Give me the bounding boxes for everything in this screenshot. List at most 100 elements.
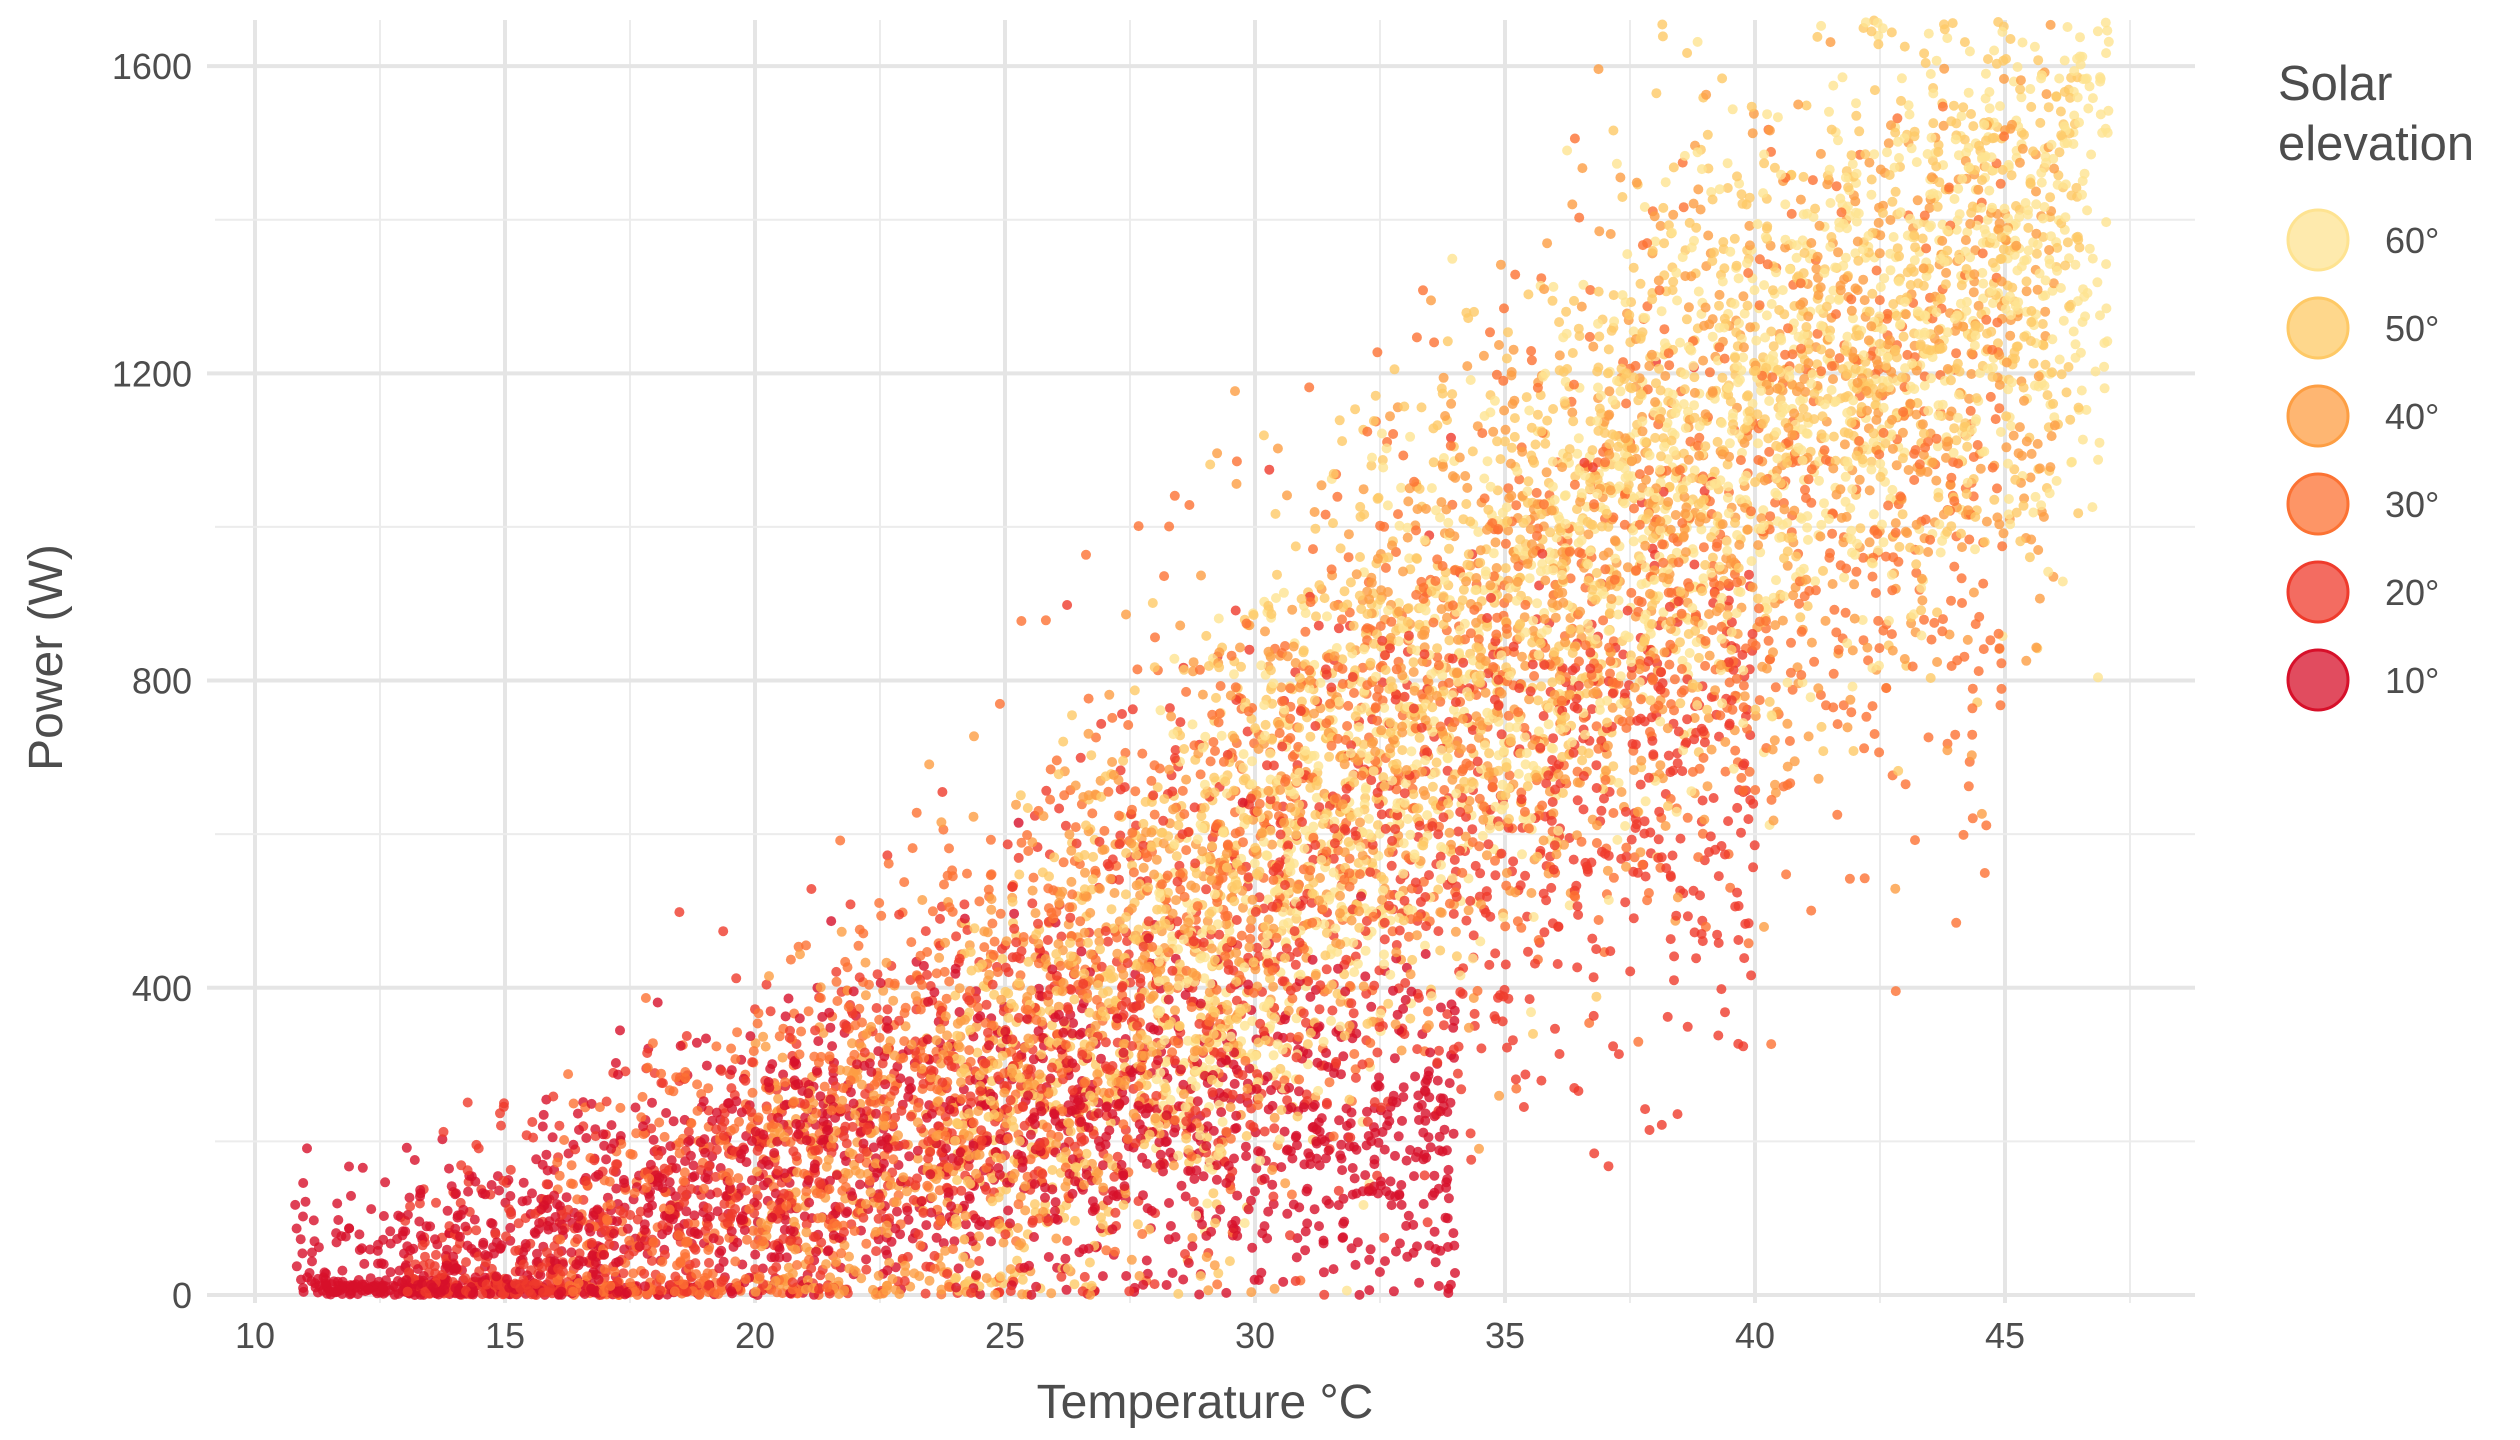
scatter-point	[1744, 569, 1754, 580]
scatter-point	[1600, 564, 1611, 575]
scatter-point	[1375, 1008, 1386, 1019]
scatter-point	[1541, 467, 1552, 478]
scatter-point	[1931, 475, 1942, 486]
scatter-point	[1746, 970, 1757, 981]
scatter-point	[505, 1191, 516, 1201]
scatter-point	[1635, 779, 1646, 790]
scatter-point	[1319, 1289, 1330, 1300]
scatter-point	[1053, 1131, 1064, 1142]
scatter-point	[1538, 711, 1549, 721]
scatter-point	[1763, 635, 1774, 646]
scatter-point	[1066, 876, 1077, 887]
scatter-point	[1608, 290, 1619, 301]
scatter-point	[1430, 1257, 1441, 1268]
scatter-point	[1776, 169, 1786, 180]
scatter-point	[1733, 901, 1744, 911]
scatter-point	[1423, 1006, 1433, 1017]
scatter-point	[1442, 1009, 1453, 1020]
scatter-point	[1995, 101, 2005, 112]
scatter-point	[1750, 785, 1761, 795]
scatter-point	[1892, 113, 1903, 124]
scatter-point	[783, 993, 794, 1004]
scatter-point	[873, 1213, 884, 1224]
scatter-point	[1937, 101, 1948, 112]
scatter-point	[1928, 88, 1939, 99]
scatter-point	[1373, 684, 1384, 695]
scatter-point	[659, 1131, 670, 1142]
scatter-point	[1747, 128, 1758, 139]
scatter-point	[1409, 1171, 1419, 1182]
scatter-point	[1760, 332, 1771, 343]
scatter-point	[1405, 1145, 1416, 1155]
scatter-point	[1065, 912, 1076, 923]
scatter-point	[1458, 657, 1469, 668]
scatter-point	[1396, 482, 1407, 493]
scatter-point	[1090, 865, 1101, 876]
scatter-point	[1189, 1174, 1200, 1184]
scatter-point	[291, 1261, 302, 1272]
scatter-point	[1365, 867, 1376, 877]
scatter-point	[1979, 868, 1990, 878]
scatter-point	[1707, 625, 1718, 636]
scatter-point	[1043, 1252, 1054, 1262]
scatter-point	[1919, 614, 1929, 625]
scatter-point	[974, 1256, 985, 1266]
scatter-point	[1051, 755, 1062, 766]
scatter-point	[1313, 1085, 1324, 1096]
scatter-point	[1477, 428, 1488, 439]
scatter-point	[1390, 1150, 1400, 1161]
scatter-point	[944, 976, 955, 987]
scatter-point	[1712, 436, 1723, 447]
scatter-point	[1976, 808, 1987, 819]
scatter-point	[1851, 566, 1862, 577]
scatter-point	[1653, 275, 1664, 286]
scatter-point	[1993, 17, 2004, 27]
scatter-point	[1314, 1160, 1325, 1171]
scatter-point	[1714, 289, 1725, 300]
scatter-point	[1864, 537, 1875, 548]
scatter-point	[1469, 1008, 1480, 1019]
scatter-point	[1573, 909, 1584, 920]
scatter-point	[1112, 1151, 1123, 1162]
scatter-point	[2061, 387, 2072, 398]
scatter-point	[1989, 45, 2000, 56]
scatter-point	[1700, 441, 1711, 452]
scatter-point	[1040, 615, 1051, 626]
scatter-point	[1691, 637, 1702, 648]
scatter-point	[414, 1216, 425, 1227]
scatter-point	[1339, 847, 1350, 858]
scatter-point	[1603, 344, 1614, 355]
scatter-point	[959, 1014, 970, 1025]
scatter-point	[1442, 765, 1453, 776]
scatter-point	[1873, 217, 1884, 228]
scatter-point	[1246, 1287, 1257, 1298]
scatter-point	[1743, 814, 1754, 825]
scatter-point	[1014, 1136, 1025, 1147]
scatter-point	[2012, 62, 2023, 72]
scatter-point	[1733, 586, 1744, 597]
scatter-point	[1244, 644, 1255, 655]
scatter-point	[903, 1214, 914, 1225]
scatter-point	[1372, 1047, 1383, 1058]
scatter-point	[2092, 277, 2103, 288]
scatter-point	[876, 910, 887, 921]
scatter-point	[1483, 839, 1494, 850]
scatter-point	[1547, 797, 1558, 807]
scatter-point	[981, 1184, 992, 1195]
scatter-point	[1346, 1243, 1357, 1254]
scatter-point	[1369, 1154, 1380, 1165]
scatter-point	[1882, 147, 1892, 158]
scatter-point	[1983, 54, 1993, 65]
scatter-point	[1663, 801, 1673, 812]
scatter-point	[1526, 888, 1537, 898]
scatter-point	[1138, 862, 1149, 873]
scatter-point	[2058, 315, 2069, 326]
scatter-point	[1816, 20, 1827, 31]
scatter-point	[1365, 1244, 1376, 1255]
scatter-point	[1827, 579, 1838, 589]
scatter-point	[1314, 802, 1325, 813]
scatter-point	[2049, 163, 2060, 174]
scatter-point	[917, 895, 928, 905]
scatter-point	[1718, 237, 1729, 247]
